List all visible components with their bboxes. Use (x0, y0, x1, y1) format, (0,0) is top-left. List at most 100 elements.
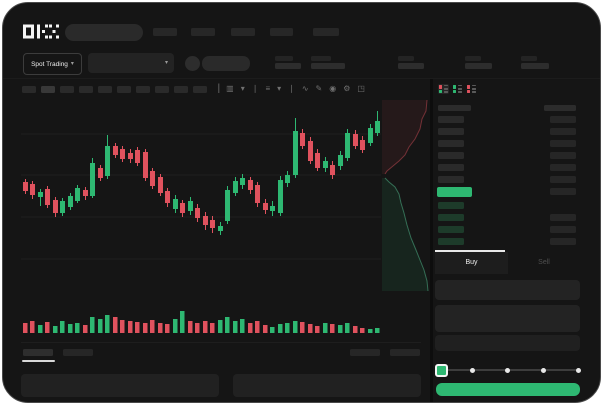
bid-row-amount[interactable] (550, 226, 576, 233)
slider-dot[interactable] (575, 367, 581, 373)
ask-row-amount[interactable] (550, 116, 576, 123)
orderbook-view-icon[interactable] (452, 84, 463, 94)
bottom-panel (21, 374, 219, 397)
timeframe-button[interactable] (155, 86, 169, 93)
indicator-icon[interactable]: ≡ (265, 84, 271, 93)
chevron-down-icon[interactable]: ▾ (277, 84, 282, 93)
volume-bar (75, 323, 80, 333)
panel-divider (430, 79, 433, 402)
timeframe-button[interactable] (117, 86, 131, 93)
candle-body (113, 146, 118, 155)
settings-gear-icon[interactable]: ⚙ (343, 84, 351, 93)
chart-range-tab[interactable] (350, 349, 380, 356)
volume-bar (323, 323, 328, 333)
slider-dot[interactable] (504, 367, 510, 373)
candle-body (90, 163, 95, 196)
icon-bottom-block (453, 89, 456, 93)
nav-item[interactable] (231, 28, 255, 36)
ask-row-amount[interactable] (550, 140, 576, 147)
ask-row-amount[interactable] (550, 128, 576, 135)
timeframe-button[interactable] (22, 86, 36, 93)
volume-bar (263, 325, 268, 333)
candle-body (330, 165, 335, 175)
bid-row-price[interactable] (438, 226, 464, 233)
bottom-tab[interactable] (23, 349, 53, 356)
ask-row-price[interactable] (438, 140, 464, 147)
icon-dash (457, 88, 462, 90)
volume-bar (150, 320, 155, 333)
camera-icon[interactable]: ◉ (329, 84, 337, 93)
total-field[interactable] (435, 335, 580, 351)
fullscreen-icon[interactable]: ◳ (357, 84, 365, 93)
volume-bar (83, 325, 88, 333)
price-field[interactable] (435, 280, 580, 300)
chevron-down-icon: ▾ (164, 60, 168, 66)
slider-handle[interactable] (435, 364, 448, 377)
volume-bar (53, 326, 58, 333)
timeframe-button[interactable] (136, 86, 150, 93)
volume-bar (210, 323, 215, 333)
last-price-bar[interactable] (437, 187, 472, 197)
candle-body (300, 133, 305, 146)
last-price-amount (550, 188, 576, 195)
ask-row-price[interactable] (438, 116, 464, 123)
timeframe-button[interactable] (174, 86, 188, 93)
ask-row-price[interactable] (438, 152, 464, 159)
buy-button[interactable] (436, 383, 580, 396)
chevron-down-icon[interactable]: ▾ (240, 84, 245, 93)
candle-type-icon[interactable]: ▥ (226, 84, 234, 93)
volume-bar (255, 321, 260, 333)
slider-dot[interactable] (540, 367, 546, 373)
timeframe-button[interactable] (193, 86, 207, 93)
account-button[interactable] (202, 56, 250, 71)
volume-bar (90, 317, 95, 333)
volume-bar (105, 315, 110, 333)
trading-mode-selector[interactable]: Spot Trading ▾ (23, 53, 82, 75)
nav-item[interactable] (313, 28, 339, 36)
ask-row-amount[interactable] (550, 164, 576, 171)
bottom-tab[interactable] (63, 349, 93, 356)
chart-range-tab[interactable] (390, 349, 420, 356)
candle-body (30, 184, 35, 195)
timeframe-button[interactable] (41, 86, 55, 93)
candle-body (180, 203, 185, 213)
amount-field[interactable] (435, 305, 580, 332)
pair-selector[interactable]: ▾ (88, 53, 174, 73)
icon-dash (457, 85, 462, 87)
timeframe-button[interactable] (98, 86, 112, 93)
search-input[interactable] (65, 24, 143, 41)
draw-icon[interactable]: ✎ (315, 84, 323, 93)
candle-body (323, 161, 328, 168)
nav-item[interactable] (191, 28, 215, 36)
tab-buy[interactable]: Buy (435, 252, 508, 274)
bid-row-amount[interactable] (550, 238, 576, 245)
ask-row-amount[interactable] (550, 176, 576, 183)
bid-row-price[interactable] (438, 238, 464, 245)
timeframe-button[interactable] (79, 86, 93, 93)
bid-row-price[interactable] (438, 202, 464, 209)
line-tool-icon[interactable]: ∿ (301, 84, 309, 93)
volume-bar (203, 321, 208, 333)
orderbook-view-icon[interactable] (466, 84, 477, 94)
slider-dot[interactable] (469, 367, 475, 373)
ask-row-price[interactable] (438, 128, 464, 135)
timeframe-button[interactable] (60, 86, 74, 93)
volume-bar (188, 321, 193, 333)
ask-row-amount[interactable] (550, 152, 576, 159)
candle-body (120, 149, 125, 159)
nav-item[interactable] (153, 28, 177, 36)
bid-row-amount[interactable] (550, 214, 576, 221)
nav-item[interactable] (270, 28, 293, 36)
ask-row-price[interactable] (438, 164, 464, 171)
divider (21, 342, 421, 343)
tab-sell[interactable]: Sell (538, 259, 550, 266)
okx-logo (23, 24, 59, 39)
volume-bar (30, 321, 35, 333)
candle-body (240, 178, 245, 185)
avatar[interactable] (185, 56, 200, 71)
chevron-down-icon: ▾ (70, 61, 74, 67)
ask-row-price[interactable] (438, 176, 464, 183)
bid-row-price[interactable] (438, 214, 464, 221)
orderbook-view-icon[interactable] (438, 84, 449, 94)
candle-body (210, 220, 215, 228)
